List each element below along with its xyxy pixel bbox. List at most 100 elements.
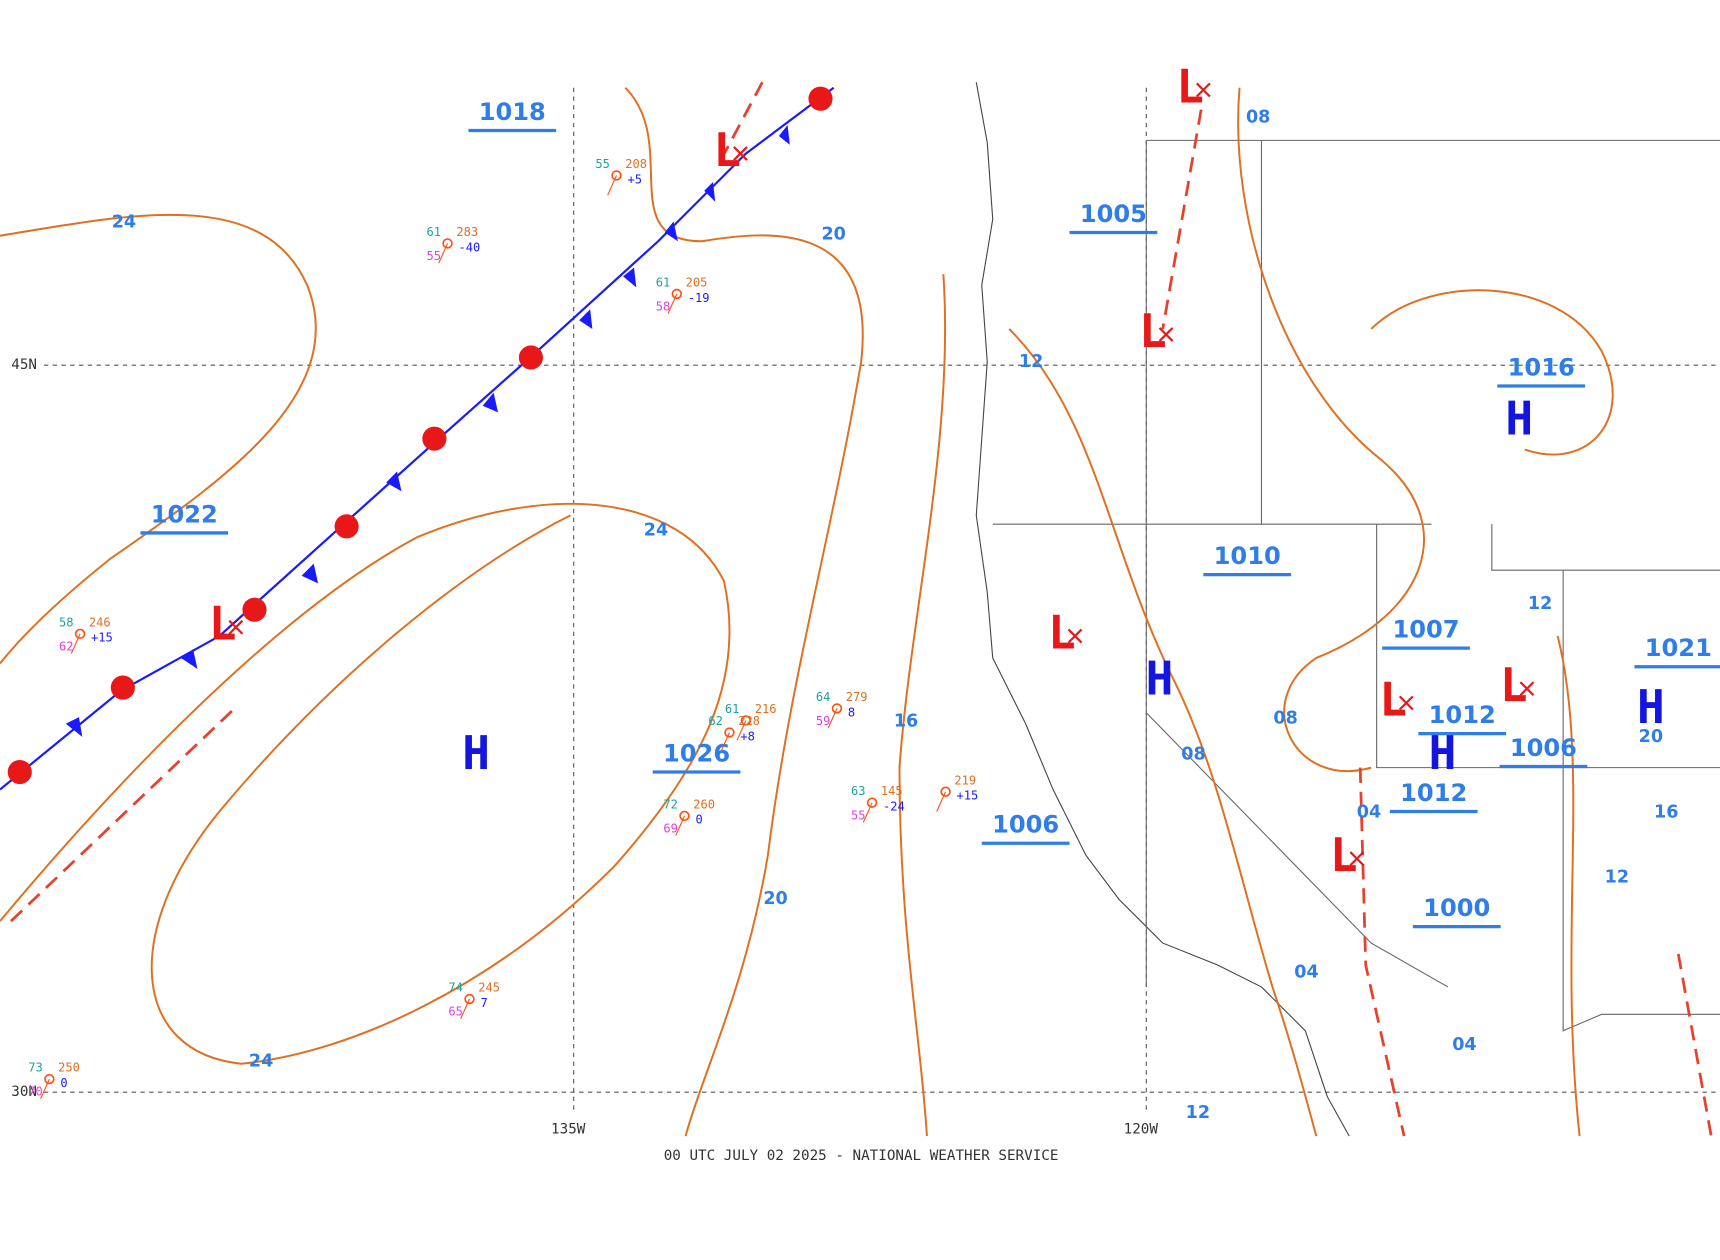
wind-barb xyxy=(827,708,838,729)
station-tendency: +15 xyxy=(957,789,979,803)
station-tendency: 8 xyxy=(848,705,855,719)
wind-barb xyxy=(438,243,449,264)
station-dewpoint: 59 xyxy=(816,714,831,728)
low-x xyxy=(1398,695,1414,711)
warm-bump xyxy=(242,597,267,622)
lat-label: 30N xyxy=(11,1084,37,1100)
station-pressure: 260 xyxy=(693,797,715,811)
low-x xyxy=(733,146,748,161)
station-tendency: 0 xyxy=(60,1076,67,1090)
station-temp: 58 xyxy=(59,615,74,629)
isobar xyxy=(0,502,731,1065)
front xyxy=(0,86,835,791)
station-tendency: -24 xyxy=(883,800,905,814)
wind-barb xyxy=(460,998,470,1019)
station-pressure: 216 xyxy=(755,702,777,716)
station xyxy=(740,715,752,726)
state-borders xyxy=(992,139,1720,1032)
isobar xyxy=(0,213,317,665)
isobar-label: 04 xyxy=(1452,1035,1476,1055)
pressure-label: 1006 xyxy=(1510,734,1577,762)
station-pressure: 246 xyxy=(89,615,111,629)
warm-bump xyxy=(808,86,833,111)
isobar-label: 08 xyxy=(1273,708,1297,728)
isobar xyxy=(1556,635,1581,1137)
wind-barb xyxy=(667,293,678,314)
station xyxy=(464,993,475,1005)
isobar-label: 24 xyxy=(249,1052,273,1072)
isobar-label: 24 xyxy=(112,213,136,233)
station xyxy=(724,727,735,738)
station-dewpoint: 70 xyxy=(28,1085,43,1099)
station-pressure: 145 xyxy=(881,784,903,798)
station-pressure: 279 xyxy=(846,690,868,704)
station-tendency: 7 xyxy=(480,996,487,1010)
lon-label: 135W xyxy=(551,1122,586,1138)
station-pressure: 250 xyxy=(58,1061,80,1075)
station-tendency: -40 xyxy=(459,240,481,254)
isobar-label: 04 xyxy=(1294,963,1318,983)
station-temp: 74 xyxy=(448,981,463,995)
station-temp: 61 xyxy=(426,225,441,239)
isobar-label: 16 xyxy=(1654,803,1678,823)
station-temp: 62 xyxy=(708,714,723,728)
station-pressure: 219 xyxy=(954,773,976,787)
station-dewpoint: 69 xyxy=(663,822,678,836)
low-x xyxy=(1158,327,1174,342)
warm-bump xyxy=(422,426,447,451)
isobar xyxy=(1237,87,1425,773)
warm-bump xyxy=(110,675,135,700)
isobar-label: 12 xyxy=(1186,1103,1210,1123)
station-pressure: 283 xyxy=(456,225,478,239)
pressure-label: 1016 xyxy=(1508,353,1575,381)
coast xyxy=(975,82,1350,1137)
wind-barb xyxy=(40,1078,50,1100)
labels: 45N 30N 135W 120W 1018 1022 1026 1005 1006 1010 10… xyxy=(11,59,1720,1138)
high-center: H xyxy=(1146,652,1174,706)
station-dewpoint: 55 xyxy=(426,249,441,263)
low-x xyxy=(1067,628,1083,644)
footer: 00 UTC JULY 02 2025 - NATIONAL WEATHER S… xyxy=(664,1148,1059,1164)
station xyxy=(940,786,951,797)
lat-label: 45N xyxy=(11,357,37,373)
wind-barb xyxy=(70,633,81,654)
station xyxy=(611,170,622,181)
station-temp: 72 xyxy=(663,797,678,811)
wind-barb xyxy=(720,732,730,753)
isobars xyxy=(0,87,1614,1137)
isobar xyxy=(1370,289,1614,456)
station-tendency: +5 xyxy=(627,172,642,186)
trough xyxy=(1358,767,1406,1137)
station xyxy=(671,288,683,300)
pressure-label: 1012 xyxy=(1400,779,1467,807)
isobar-label: 04 xyxy=(1357,803,1381,823)
station-dewpoint: 62 xyxy=(59,639,74,653)
warm-bump xyxy=(518,345,543,370)
pressure-label: 1005 xyxy=(1080,200,1147,228)
isobar-label: 20 xyxy=(763,889,787,909)
high-center: H xyxy=(1505,392,1533,446)
pressure-label: 1006 xyxy=(992,811,1059,839)
station xyxy=(866,797,878,808)
pressure-label: 1022 xyxy=(151,500,218,528)
station xyxy=(442,238,453,249)
station-dewpoint: 58 xyxy=(656,300,671,314)
isobar-label: 08 xyxy=(1181,744,1205,764)
station xyxy=(679,810,690,822)
station-temp: 55 xyxy=(595,157,610,171)
station-pressure: 208 xyxy=(625,157,647,171)
isobar-label: 08 xyxy=(1246,107,1270,127)
lon-label: 120W xyxy=(1124,1122,1159,1138)
trough xyxy=(1161,109,1203,330)
wind-barb xyxy=(736,720,747,741)
low-x xyxy=(1195,82,1211,98)
high-center: H xyxy=(1637,680,1665,734)
isobar xyxy=(898,274,947,1137)
trough xyxy=(1676,953,1713,1137)
isobar-label: 20 xyxy=(821,225,845,245)
wind-barb xyxy=(936,791,947,812)
isobar xyxy=(624,87,864,1137)
isobar-label: 20 xyxy=(1639,727,1663,747)
warm-bump xyxy=(334,514,359,539)
